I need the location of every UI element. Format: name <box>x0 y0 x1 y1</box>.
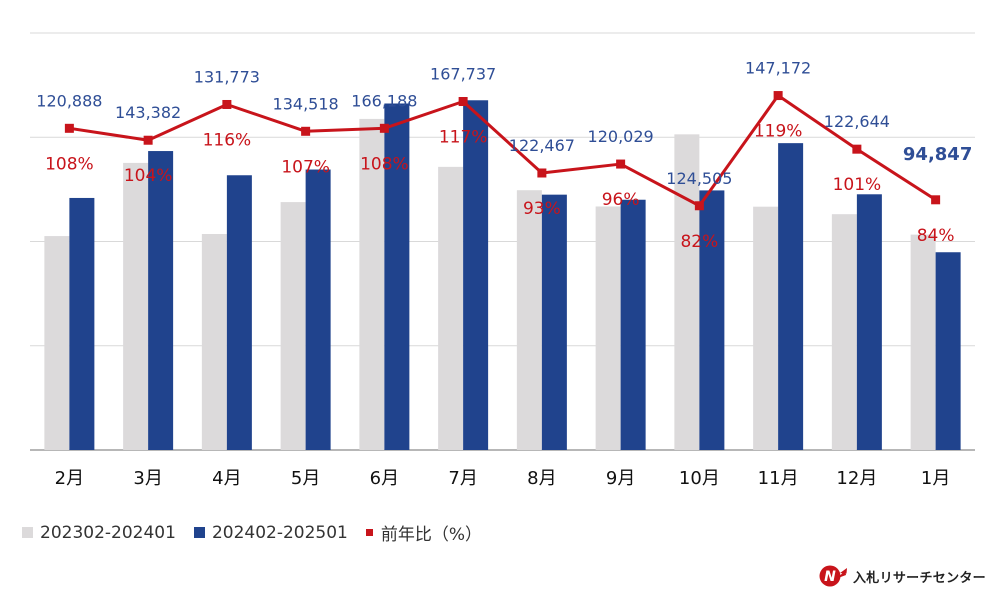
bar-curr <box>463 100 489 450</box>
ratio-marker <box>773 91 783 101</box>
ratio-marker <box>537 168 547 178</box>
bar-curr <box>226 175 252 450</box>
value-label: 131,773 <box>194 67 260 86</box>
x-tick-label: 3月 <box>133 468 162 489</box>
value-label: 134,518 <box>273 94 339 113</box>
legend: 202302-202401 202402-202501 前年比（%） <box>22 520 500 545</box>
ratio-marker <box>143 135 153 145</box>
x-tick-label: 2月 <box>55 468 84 489</box>
ratio-label: 119% <box>754 122 803 142</box>
ratio-marker <box>222 99 232 109</box>
x-tick-label: 7月 <box>448 468 477 489</box>
bar-prev <box>831 214 857 450</box>
bar-curr <box>620 199 646 450</box>
bar-curr <box>778 143 804 451</box>
ratio-marker <box>301 126 311 136</box>
ratio-marker <box>379 123 389 133</box>
bar-prev <box>44 236 70 450</box>
legend-item-curr: 202402-202501 <box>193 522 348 543</box>
bar-prev <box>201 233 227 450</box>
ratio-label: 117% <box>439 128 488 148</box>
ratio-marker <box>458 97 468 107</box>
legend-swatch-ratio <box>365 529 373 536</box>
bar-prev <box>438 166 464 450</box>
bar-prev <box>123 162 149 450</box>
value-label: 120,888 <box>36 91 102 110</box>
ratio-label: 82% <box>680 232 718 252</box>
legend-swatch-curr <box>193 527 205 538</box>
ratio-label: 107% <box>281 157 330 177</box>
bar-curr <box>148 151 174 450</box>
x-tick-label: 6月 <box>370 468 399 489</box>
legend-label-curr: 202402-202501 <box>211 522 348 543</box>
ratio-marker <box>931 195 941 205</box>
value-label: 147,172 <box>745 59 811 78</box>
legend-item-prev: 202302-202401 <box>22 523 176 543</box>
x-tick-label: 12月 <box>836 468 877 489</box>
value-label: 94,847 <box>903 144 972 165</box>
bar-prev <box>516 190 542 451</box>
legend-label-prev: 202302-202401 <box>40 522 176 543</box>
bar-prev <box>359 118 385 450</box>
bar-curr <box>856 194 882 450</box>
bar-curr <box>305 169 331 450</box>
bar-prev <box>753 206 779 450</box>
ratio-line <box>69 94 937 208</box>
value-label: 122,467 <box>509 136 575 155</box>
x-tick-label: 10月 <box>679 468 720 489</box>
value-label: 122,644 <box>824 112 890 131</box>
x-tick-label: 11月 <box>758 468 799 489</box>
bar-prev <box>910 234 936 450</box>
ratio-label: 96% <box>602 190 640 210</box>
value-label: 167,737 <box>430 65 496 84</box>
x-tick-label: 1月 <box>921 468 950 489</box>
bar-curr <box>699 190 725 450</box>
bar-curr <box>384 103 410 450</box>
x-tick-label: 4月 <box>212 468 241 489</box>
legend-swatch-prev <box>22 527 33 538</box>
value-label: 120,029 <box>588 127 654 146</box>
bar-prev <box>280 202 306 450</box>
bar-curr <box>541 194 567 450</box>
bar-prev <box>595 206 621 450</box>
x-tick-label: 8月 <box>527 468 556 489</box>
legend-item-ratio: 前年比（%） <box>365 520 483 545</box>
value-label: 143,382 <box>115 103 181 122</box>
svg-text:N: N <box>824 569 836 585</box>
ratio-marker <box>852 144 862 154</box>
bar-prev <box>674 134 700 450</box>
brand-name: 入札リサーチセンター <box>852 570 986 586</box>
ratio-label: 108% <box>45 154 94 174</box>
ratio-label: 108% <box>360 154 409 174</box>
bar-curr <box>935 252 961 450</box>
legend-label-ratio: 前年比（%） <box>380 525 483 545</box>
nr-logo-icon: N <box>819 564 849 588</box>
ratio-marker <box>616 159 626 169</box>
x-tick-label: 9月 <box>606 468 635 489</box>
ratio-marker <box>694 201 704 211</box>
ratio-marker <box>64 123 74 133</box>
value-label: 166,188 <box>351 91 417 110</box>
ratio-label: 101% <box>833 175 882 195</box>
bar-curr <box>69 197 95 450</box>
ratio-label: 93% <box>523 199 561 219</box>
ratio-label: 84% <box>917 226 955 246</box>
value-label: 124,505 <box>666 169 732 188</box>
ratio-label: 104% <box>124 166 173 186</box>
ratio-label: 116% <box>203 130 252 150</box>
x-tick-label: 5月 <box>291 468 320 489</box>
brand: N 入札リサーチセンター <box>819 564 986 588</box>
